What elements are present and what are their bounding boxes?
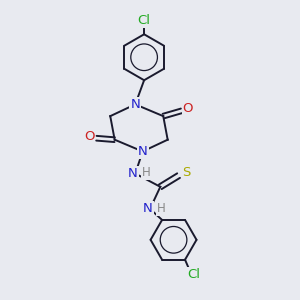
Text: N: N (128, 167, 138, 180)
Text: O: O (183, 102, 193, 115)
Text: N: N (143, 202, 152, 215)
Text: S: S (182, 166, 190, 178)
Text: Cl: Cl (187, 268, 200, 281)
Text: N: N (130, 98, 140, 111)
Text: Cl: Cl (138, 14, 151, 27)
Text: H: H (142, 167, 151, 179)
Text: O: O (84, 130, 94, 143)
Text: H: H (157, 202, 166, 215)
Text: N: N (138, 145, 148, 158)
